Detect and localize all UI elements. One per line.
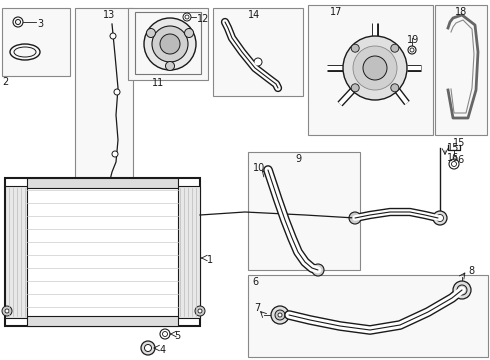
- Circle shape: [144, 18, 196, 70]
- Circle shape: [5, 309, 9, 313]
- Circle shape: [353, 46, 397, 90]
- Text: 8: 8: [468, 266, 474, 276]
- Bar: [178, 186, 200, 318]
- Bar: [248, 152, 360, 270]
- Bar: [5, 178, 200, 326]
- Bar: [75, 8, 133, 178]
- Circle shape: [114, 89, 120, 95]
- Circle shape: [195, 306, 205, 316]
- Text: 9: 9: [295, 154, 301, 164]
- Bar: [5, 186, 27, 318]
- Bar: [435, 5, 487, 135]
- Circle shape: [433, 211, 447, 225]
- Text: 1: 1: [207, 255, 213, 265]
- Circle shape: [112, 151, 118, 157]
- Circle shape: [391, 84, 399, 92]
- Circle shape: [163, 332, 168, 337]
- Circle shape: [408, 46, 416, 54]
- Text: 16: 16: [453, 155, 465, 165]
- Circle shape: [185, 28, 194, 37]
- Circle shape: [166, 62, 174, 71]
- Text: 17: 17: [330, 7, 343, 17]
- Text: 15: 15: [447, 143, 460, 153]
- Circle shape: [343, 36, 407, 100]
- Circle shape: [451, 162, 457, 166]
- Text: 10: 10: [253, 163, 265, 173]
- Text: 4: 4: [160, 345, 166, 355]
- Circle shape: [152, 26, 188, 62]
- Bar: [135, 12, 201, 74]
- Bar: [213, 8, 303, 96]
- Circle shape: [141, 341, 155, 355]
- Text: 3: 3: [37, 19, 43, 29]
- Text: 19: 19: [407, 35, 419, 45]
- Text: 6: 6: [252, 277, 258, 287]
- Circle shape: [110, 33, 116, 39]
- Text: 2: 2: [2, 77, 8, 87]
- Circle shape: [351, 44, 359, 52]
- Circle shape: [410, 48, 414, 52]
- Text: 18: 18: [455, 7, 467, 17]
- Circle shape: [147, 28, 155, 37]
- Circle shape: [185, 15, 189, 19]
- Circle shape: [198, 309, 202, 313]
- Bar: [248, 275, 488, 357]
- Circle shape: [145, 345, 151, 351]
- Circle shape: [160, 329, 170, 339]
- Text: 5: 5: [174, 331, 180, 341]
- Circle shape: [349, 212, 361, 224]
- Text: 14: 14: [248, 10, 260, 20]
- Bar: [27, 178, 178, 188]
- Circle shape: [449, 159, 459, 169]
- Circle shape: [183, 13, 191, 21]
- Circle shape: [391, 44, 399, 52]
- Circle shape: [254, 58, 262, 66]
- Circle shape: [2, 306, 12, 316]
- Text: 7: 7: [254, 303, 260, 313]
- Text: 11: 11: [152, 78, 164, 88]
- Bar: [128, 8, 208, 80]
- Bar: [308, 5, 433, 135]
- Circle shape: [271, 306, 289, 324]
- Bar: [2, 8, 70, 76]
- Text: 13: 13: [103, 10, 115, 20]
- Circle shape: [275, 310, 285, 320]
- Circle shape: [363, 56, 387, 80]
- Circle shape: [312, 264, 324, 276]
- Circle shape: [351, 84, 359, 92]
- Text: 12: 12: [197, 14, 209, 24]
- Circle shape: [453, 281, 471, 299]
- Circle shape: [457, 285, 467, 295]
- Circle shape: [437, 215, 443, 221]
- Circle shape: [278, 313, 282, 317]
- Text: 15: 15: [453, 138, 466, 148]
- Circle shape: [160, 34, 180, 54]
- Bar: [27, 316, 178, 326]
- Text: 16: 16: [447, 153, 459, 163]
